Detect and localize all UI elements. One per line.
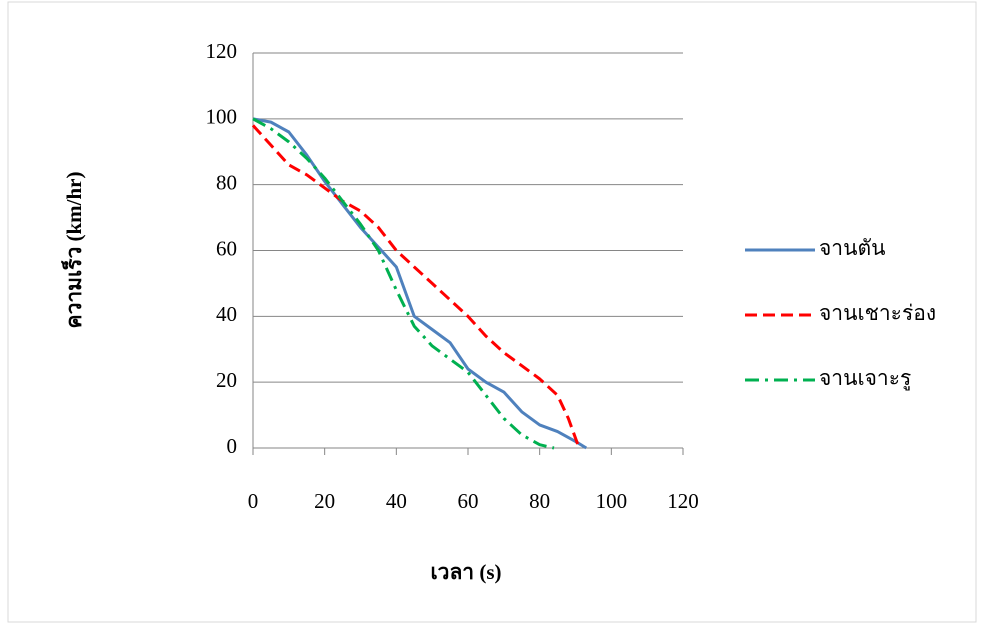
- y-axis-title: ความเร็ว (km/hr): [60, 172, 86, 329]
- y-tick-label: 120: [206, 39, 238, 63]
- series-line: [252, 117, 588, 450]
- y-tick-label: 40: [216, 302, 237, 326]
- legend-label: จานเชาะร่อง: [819, 301, 936, 325]
- x-axis-title: เวลา (s): [430, 560, 501, 584]
- x-tick-label: 80: [529, 489, 550, 513]
- x-tick-label: 0: [248, 489, 259, 513]
- x-tick-label: 20: [314, 489, 335, 513]
- x-tick-label: 40: [386, 489, 407, 513]
- y-tick-label: 100: [206, 105, 238, 129]
- legend-label: จานตัน: [819, 236, 885, 260]
- x-tick-label: 60: [458, 489, 479, 513]
- legend-label: จานเจาะรู: [819, 366, 911, 391]
- y-tick-label: 80: [216, 170, 237, 194]
- x-tick-label: 120: [667, 489, 699, 513]
- y-tick-label: 20: [216, 368, 237, 392]
- x-tick-label: 100: [596, 489, 628, 513]
- chart-border: [7, 1, 977, 623]
- series-line: [252, 117, 555, 450]
- y-tick-label: 60: [216, 236, 237, 260]
- series-line: [251, 124, 581, 449]
- y-tick-label: 0: [227, 434, 238, 458]
